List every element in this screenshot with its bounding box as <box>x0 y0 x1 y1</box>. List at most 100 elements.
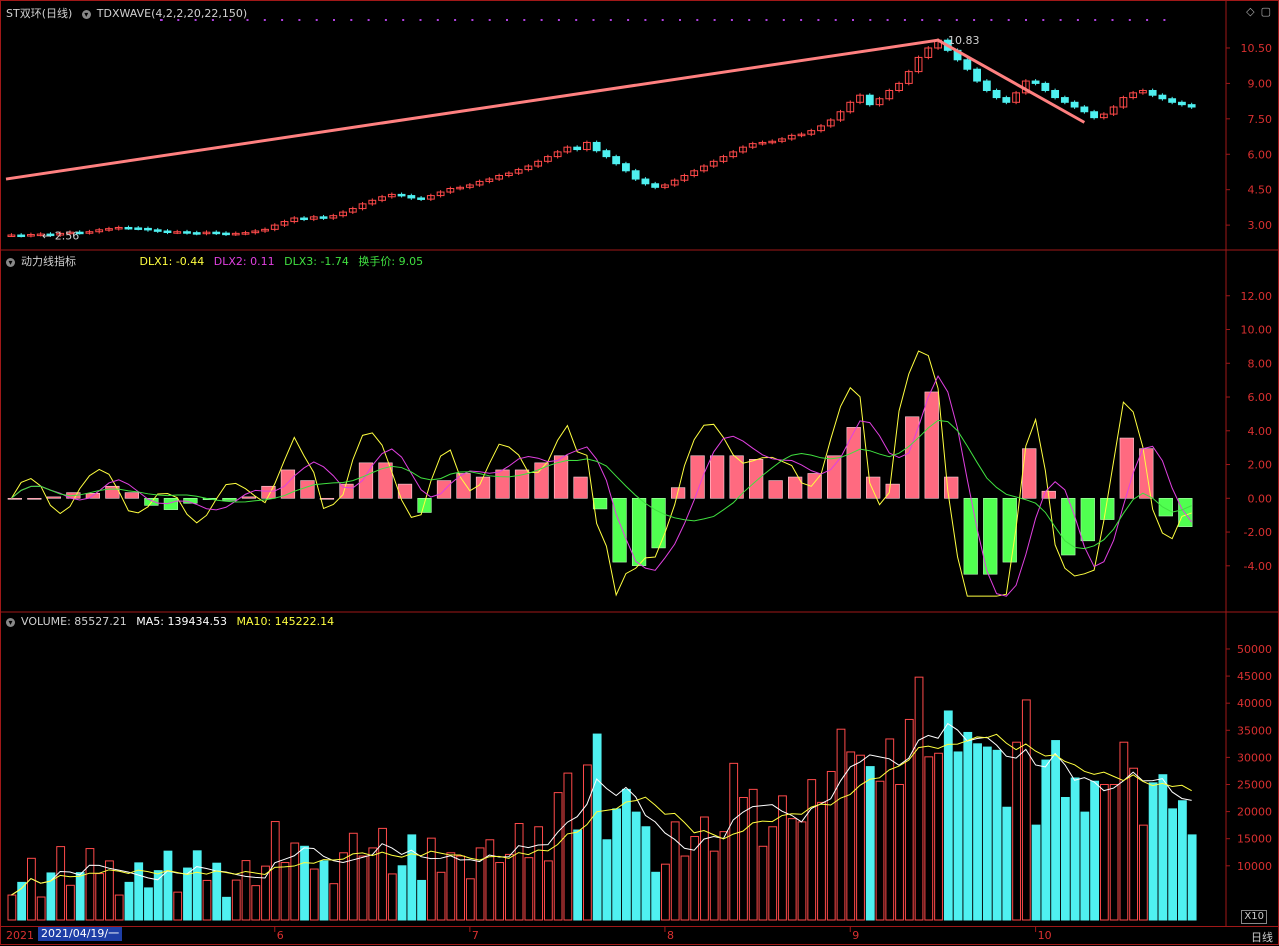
signal-dot <box>557 19 560 21</box>
candle-body <box>661 184 669 188</box>
candle-body <box>563 146 572 153</box>
signal-dot <box>1146 19 1149 21</box>
high-price-label: 10.83 <box>948 34 980 47</box>
dlx-ytick-label: 4.00 <box>1248 425 1273 438</box>
volume-bar <box>358 855 368 921</box>
candle-body <box>856 94 864 103</box>
volume-bar <box>485 839 495 921</box>
signal-dot <box>730 19 733 21</box>
volume-label[interactable]: VOLUME: 85527.21 <box>21 615 127 628</box>
candle-body <box>1109 106 1118 115</box>
dlx-menu-icon[interactable]: ▾ <box>6 257 15 267</box>
dlx-bar <box>983 497 998 575</box>
volume-bar <box>339 852 348 921</box>
signal-dot <box>679 19 681 21</box>
volume-bar <box>729 762 739 921</box>
volume-bar <box>943 710 953 921</box>
candle-body <box>690 170 699 177</box>
volume-bar <box>446 852 456 921</box>
candle-body <box>768 140 777 144</box>
volume-ma5-line <box>11 722 1192 896</box>
indicator-name[interactable]: TDXWAVE(4,2,2,20,22,150) <box>96 7 248 20</box>
dlx-bar <box>163 497 179 510</box>
volume-bar <box>768 826 778 921</box>
volume-bar <box>27 857 36 921</box>
signal-dot <box>384 19 387 21</box>
price-ytick-label: 4.50 <box>1248 184 1273 197</box>
candle-body <box>85 231 94 234</box>
square-icon[interactable]: ▢ <box>1260 5 1271 18</box>
volume-bar <box>787 818 797 921</box>
month-label: 9 <box>852 929 859 942</box>
volume-bar <box>1051 740 1060 921</box>
signal-dot <box>419 19 422 21</box>
signal-dot <box>1094 19 1097 21</box>
candle-body <box>36 233 45 237</box>
stock-title[interactable]: ST双环(日线) <box>6 7 73 20</box>
dlx-bar <box>749 459 764 499</box>
volume-menu-icon[interactable]: ▾ <box>6 617 15 627</box>
candle-body <box>1090 111 1099 119</box>
price-ytick-label: 7.50 <box>1248 113 1273 126</box>
ma5-label: MA5: 139434.53 <box>136 615 227 628</box>
signal-dot <box>402 19 405 21</box>
candle-body <box>1158 94 1167 100</box>
signal-dot <box>1163 19 1166 21</box>
candle-body <box>348 208 357 213</box>
volume-bar <box>105 860 114 921</box>
volume-bar <box>1031 824 1041 921</box>
candle-body <box>134 227 143 230</box>
candle-body <box>719 156 728 162</box>
volume-bar <box>865 766 875 921</box>
candle-body <box>670 179 679 186</box>
candle-body <box>836 111 845 121</box>
dlx-bar <box>300 480 315 499</box>
volume-bar <box>1060 796 1070 921</box>
volume-bar <box>1002 806 1012 921</box>
dlx-bar <box>729 455 744 499</box>
period-mode[interactable]: 日线 <box>1251 931 1273 944</box>
candle-body <box>7 234 16 238</box>
volume-bar <box>934 752 943 921</box>
candle-body <box>963 59 972 70</box>
volume-bar <box>524 857 534 921</box>
candle-body <box>1060 97 1069 103</box>
volume-bar <box>134 862 144 921</box>
candle-body <box>222 232 230 236</box>
dlx-bar <box>807 473 822 499</box>
dlx-name[interactable]: 动力线指标 <box>21 255 76 268</box>
candle-body <box>680 175 689 181</box>
signal-dot <box>886 19 889 21</box>
volume-bar <box>56 846 66 921</box>
signal-dot <box>1128 19 1131 21</box>
candle-body <box>153 229 162 232</box>
volume-bar <box>573 829 583 921</box>
dlx-ytick-label: 6.00 <box>1248 391 1273 404</box>
candle-body <box>895 82 903 91</box>
volume-bar <box>582 764 592 921</box>
volume-bar <box>426 837 436 921</box>
candle-body <box>543 156 552 162</box>
candle-body <box>270 224 279 230</box>
indicator-menu-icon[interactable]: ▾ <box>81 9 91 19</box>
signal-dot <box>298 19 301 21</box>
candle-body <box>592 141 601 152</box>
volume-bar <box>378 827 387 921</box>
diamond-icon[interactable]: ◇ <box>1246 5 1255 18</box>
candle-body <box>241 232 250 235</box>
volume-bar <box>543 860 553 921</box>
volume-bar <box>817 801 826 921</box>
signal-dot <box>817 19 820 21</box>
volume-bar <box>17 881 27 921</box>
date-cursor-box[interactable]: 2021/04/19/一 <box>38 927 123 941</box>
volume-bar <box>1080 811 1090 921</box>
price-ytick-label: 9.00 <box>1248 77 1273 90</box>
dlx-bar <box>1139 448 1154 499</box>
candle-body <box>329 215 338 219</box>
candle-body <box>1148 89 1157 96</box>
candle-body <box>1070 101 1079 108</box>
signal-dot <box>592 19 595 21</box>
dlx2-label: DLX2: 0.11 <box>213 255 275 268</box>
volume-bar <box>661 863 670 921</box>
